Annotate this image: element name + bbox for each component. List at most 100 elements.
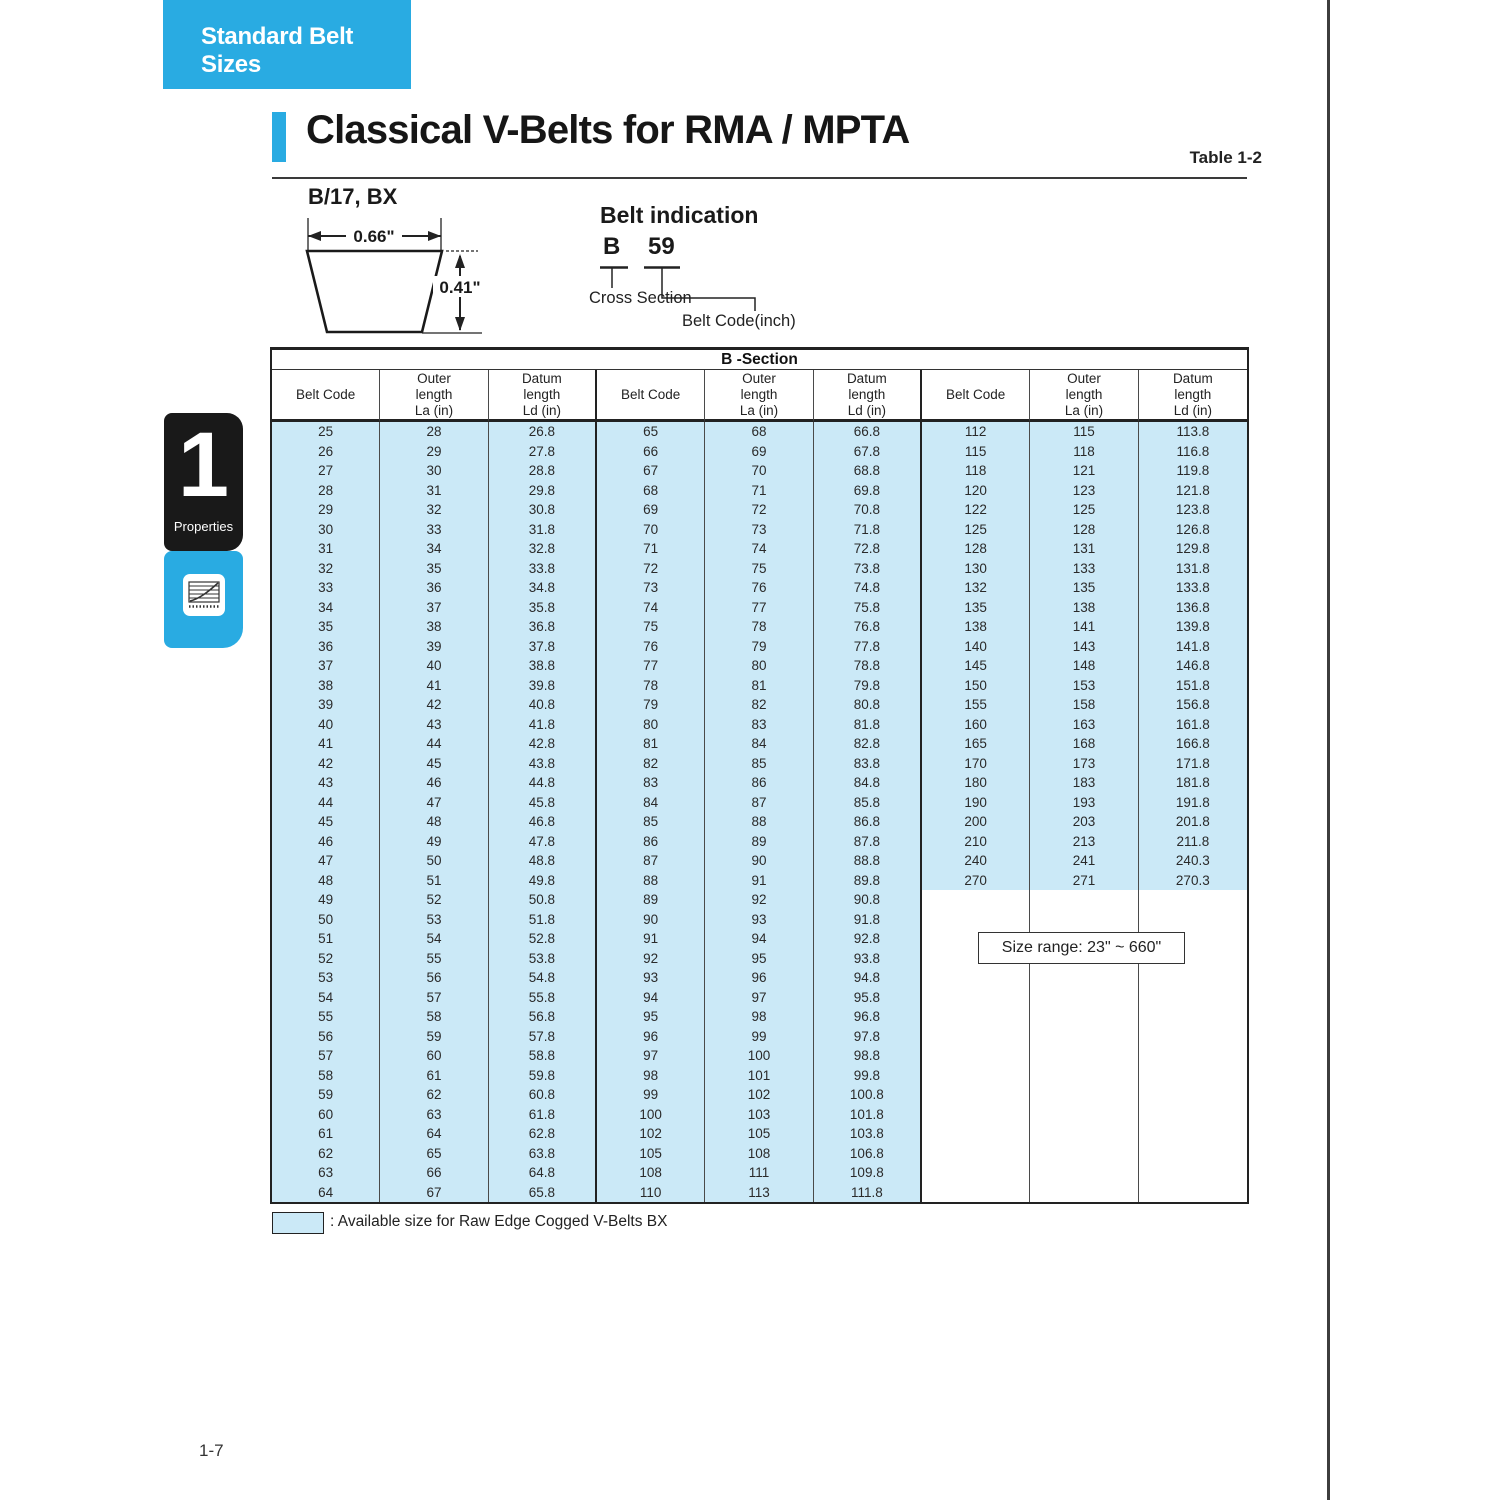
- table-cell: 93: [597, 968, 706, 988]
- table-cell: 240: [922, 851, 1031, 871]
- table-cell: 93.8: [813, 948, 922, 968]
- table-cell: 38: [380, 617, 489, 637]
- table-cell: 35: [272, 617, 381, 637]
- table-cell: 92: [597, 948, 706, 968]
- table-cell: 150: [922, 675, 1031, 695]
- table-cell: 82: [597, 753, 706, 773]
- table-cell: 102: [597, 1124, 706, 1144]
- table-cell: 62: [380, 1085, 489, 1105]
- table-cell: 111: [705, 1163, 814, 1183]
- table-cell: 56: [380, 968, 489, 988]
- table-cell: [1030, 909, 1139, 929]
- table-cell: 103.8: [813, 1124, 922, 1144]
- table-cell: 82: [705, 695, 814, 715]
- belt-indication-callout-lines: [600, 266, 756, 311]
- table-cell: 46.8: [488, 812, 597, 832]
- table-cell: 241: [1030, 851, 1139, 871]
- table-cell: 97: [597, 1046, 706, 1066]
- table-cell: 37: [380, 597, 489, 617]
- table-cell: 115: [922, 441, 1031, 461]
- table-cell: 131: [1030, 539, 1139, 559]
- table-cell: 25: [272, 422, 381, 442]
- table-cell: 28: [272, 480, 381, 500]
- table-cell: 72.8: [813, 539, 922, 559]
- table-cell: 71: [597, 539, 706, 559]
- table-cell: 100: [597, 1104, 706, 1124]
- column-header: Belt Code: [272, 370, 381, 422]
- arrowhead-left-icon: [308, 231, 321, 241]
- table-cell: 132: [922, 578, 1031, 598]
- table-cell: 200: [922, 812, 1031, 832]
- table-cell: 138: [1030, 597, 1139, 617]
- table-cell: 62: [272, 1143, 381, 1163]
- belt-trapezoid: [305, 249, 444, 334]
- table-cell: 135: [922, 597, 1031, 617]
- table-cell: 210: [922, 831, 1031, 851]
- table-cell: 43: [380, 714, 489, 734]
- table-cell: 191.8: [1138, 792, 1247, 812]
- table-cell: [1139, 1144, 1247, 1164]
- table-cell: 97: [705, 987, 814, 1007]
- table-cell: 88: [705, 812, 814, 832]
- table-cell: 95.8: [813, 987, 922, 1007]
- table-cell: 105: [597, 1143, 706, 1163]
- table-cell: 67.8: [813, 441, 922, 461]
- arrowhead-down-icon: [455, 317, 465, 331]
- table-section-header: B -Section: [272, 350, 1247, 370]
- table-cell: [1139, 910, 1247, 930]
- table-cell: 151.8: [1138, 675, 1247, 695]
- table-cell: 74: [705, 539, 814, 559]
- table-cell: 28: [380, 422, 489, 442]
- table-cell: 90.8: [813, 890, 922, 910]
- table-cell: 40: [380, 656, 489, 676]
- table-cell: 129.8: [1138, 539, 1247, 559]
- table-cell: 180: [922, 773, 1031, 793]
- table-cell: [922, 909, 1031, 929]
- table-cell: 139.8: [1138, 617, 1247, 637]
- width-dimension: 0.66": [353, 227, 394, 246]
- table-cell: [1030, 1104, 1139, 1124]
- table-cell: 79: [597, 695, 706, 715]
- table-cell: 58: [380, 1007, 489, 1027]
- table-cell: 128: [1030, 519, 1139, 539]
- table-cell: 58: [272, 1065, 381, 1085]
- page-number: 1-7: [199, 1441, 224, 1460]
- chapter-tab[interactable]: 1 Properties: [164, 413, 243, 551]
- table-cell: 97.8: [813, 1026, 922, 1046]
- table-cell: 128: [922, 539, 1031, 559]
- table-cell: 31.8: [488, 519, 597, 539]
- column-header: Outer length La (in): [705, 370, 814, 422]
- table-cell: [1030, 1065, 1139, 1085]
- table-cell: 70: [705, 461, 814, 481]
- table-cell: [922, 1163, 1031, 1183]
- table-cell: 90: [705, 851, 814, 871]
- table-cell: 59: [380, 1026, 489, 1046]
- table-cell: 83: [705, 714, 814, 734]
- table-cell: 105: [705, 1124, 814, 1144]
- table-cell: 54.8: [488, 968, 597, 988]
- table-cell: 84.8: [813, 773, 922, 793]
- table-cell: 69.8: [813, 480, 922, 500]
- table-cell: 121.8: [1138, 480, 1247, 500]
- chapter-number: 1: [177, 414, 230, 516]
- table-cell: 50.8: [488, 890, 597, 910]
- table-cell: 85.8: [813, 792, 922, 812]
- table-cell: [1030, 1046, 1139, 1066]
- table-cell: [1030, 1085, 1139, 1105]
- table-cell: 34: [272, 597, 381, 617]
- table-cell: 63.8: [488, 1143, 597, 1163]
- table-cell: 48.8: [488, 851, 597, 871]
- chapter-label: Properties: [173, 519, 234, 534]
- table-cell: 52: [272, 948, 381, 968]
- table-cell: 133.8: [1138, 578, 1247, 598]
- table-cell: 118: [1030, 441, 1139, 461]
- table-cell: 101.8: [813, 1104, 922, 1124]
- table-cell: 39: [380, 636, 489, 656]
- table-cell: 121: [1030, 461, 1139, 481]
- properties-icon-tab[interactable]: [164, 551, 243, 648]
- table-cell: 68: [597, 480, 706, 500]
- table-cell: 40: [272, 714, 381, 734]
- table-cell: 35.8: [488, 597, 597, 617]
- table-cell: 29: [272, 500, 381, 520]
- table-cell: [922, 1104, 1031, 1124]
